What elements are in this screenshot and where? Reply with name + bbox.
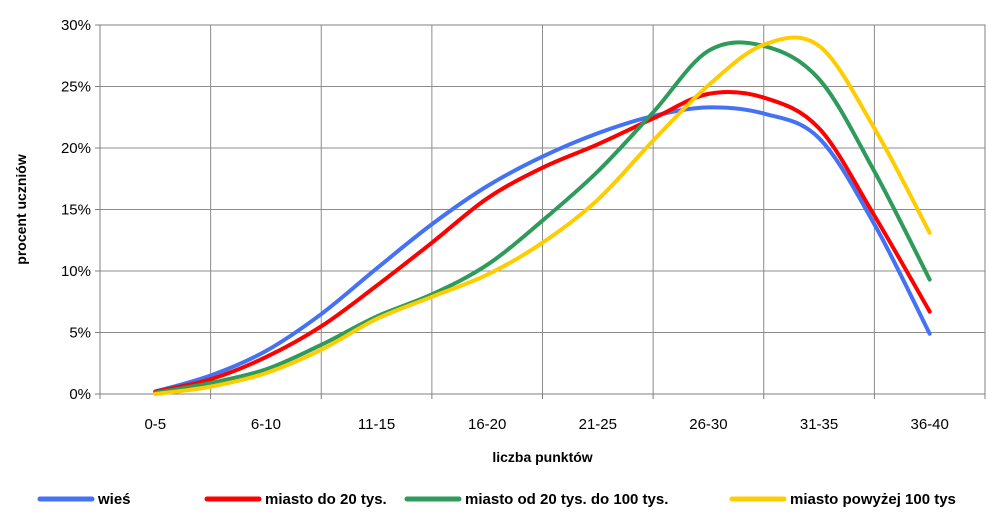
y-tick-label: 10% <box>61 263 91 280</box>
chart-grid <box>100 24 985 395</box>
x-tick-label: 21-25 <box>579 416 617 433</box>
x-axis-ticks: 0-5 6-10 11-15 16-20 21-25 26-30 31-35 36-40 <box>99 394 986 433</box>
y-axis-ticks: 0% 5% 10% 15% 20% 25% 30% <box>61 17 100 403</box>
x-axis-title: liczba punktów <box>492 449 592 465</box>
series-line-2 <box>153 40 932 395</box>
x-tick-label: 0-5 <box>144 416 166 433</box>
x-tick-label: 36-40 <box>911 416 949 433</box>
x-tick-label: 11-15 <box>358 416 395 433</box>
y-tick-label: 20% <box>61 140 91 157</box>
chart-series <box>153 35 932 396</box>
legend-label-3: miasto powyżej 100 tys <box>790 491 956 508</box>
series-line-0 <box>153 105 932 394</box>
x-tick-label: 26-30 <box>689 416 727 433</box>
y-tick-label: 5% <box>69 325 91 342</box>
legend-label-2: miasto od 20 tys. do 100 tys. <box>465 491 668 508</box>
y-tick-label: 25% <box>61 79 91 96</box>
y-axis-title: procent uczniów <box>13 154 29 265</box>
legend-label-0: wieś <box>97 491 131 508</box>
y-tick-label: 0% <box>69 386 91 403</box>
chart-legend: wieś miasto do 20 tys. miasto od 20 tys. d… <box>37 491 956 508</box>
x-tick-label: 16-20 <box>468 416 506 433</box>
series-line-1 <box>153 90 932 394</box>
y-tick-label: 30% <box>61 17 91 34</box>
x-tick-label: 6-10 <box>251 416 281 433</box>
y-tick-label: 15% <box>61 202 91 219</box>
x-tick-label: 31-35 <box>800 416 838 433</box>
legend-label-1: miasto do 20 tys. <box>265 491 387 508</box>
series-line-3 <box>153 35 932 396</box>
